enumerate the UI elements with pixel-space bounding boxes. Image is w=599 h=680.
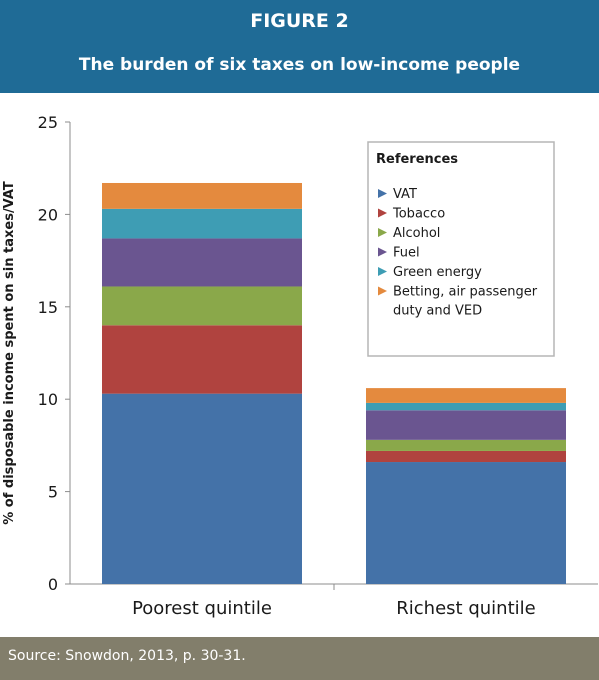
bar-segment [102,238,302,287]
legend-label: Alcohol [393,226,440,241]
legend-marker-icon [378,247,387,257]
y-axis-label: % of disposable income spent on sin taxe… [2,181,17,525]
legend-label: VAT [393,187,417,202]
legend-label: Tobacco [392,207,445,222]
stacked-bar-chart: 0 5 10 15 20 25 % of disposable income spent o… [2,113,598,619]
legend-marker-icon [378,189,387,198]
y-tick-label: 15 [38,298,58,317]
y-tick-label: 25 [38,113,58,132]
bar-segment [102,393,302,584]
bar-segment [102,182,302,209]
bar-segment [366,410,566,440]
legend-marker-icon [378,208,387,218]
legend-marker-icon [378,286,387,296]
figure-label: FIGURE 2 [250,10,349,32]
x-category-label: Richest quintile [396,598,535,619]
x-category-label: Poorest quintile [132,598,272,619]
legend-title: References [376,152,458,167]
y-tick-label: 5 [48,483,58,502]
legend-marker-icon [378,228,387,237]
figure-header: FIGURE 2 The burden of six taxes on low-… [0,0,599,93]
bar-segment [102,286,302,326]
bar-segment [366,402,566,411]
figure-title: The burden of six taxes on low-income pe… [78,55,521,75]
y-tick-label: 20 [38,205,58,224]
y-tick-label: 10 [38,390,58,409]
legend-marker-icon [378,267,387,276]
bar-segment [102,208,302,239]
source-text: Source: Snowdon, 2013, p. 30-31. [8,648,246,664]
source-footer: Source: Snowdon, 2013, p. 30-31. [0,637,599,680]
chart-area: 0 5 10 15 20 25 % of disposable income spent o… [0,93,599,637]
bar-segment [366,462,566,584]
bar-segment [102,325,302,394]
bar-segment [366,439,566,451]
legend-box [367,141,555,357]
bar-segment [366,388,566,403]
legend-label: Betting, air passenger duty and VED [393,285,538,319]
legend-label: Green energy [393,265,482,280]
legend-label: Fuel [393,246,420,261]
bar-segment [366,450,566,463]
y-tick-label: 0 [48,575,58,594]
